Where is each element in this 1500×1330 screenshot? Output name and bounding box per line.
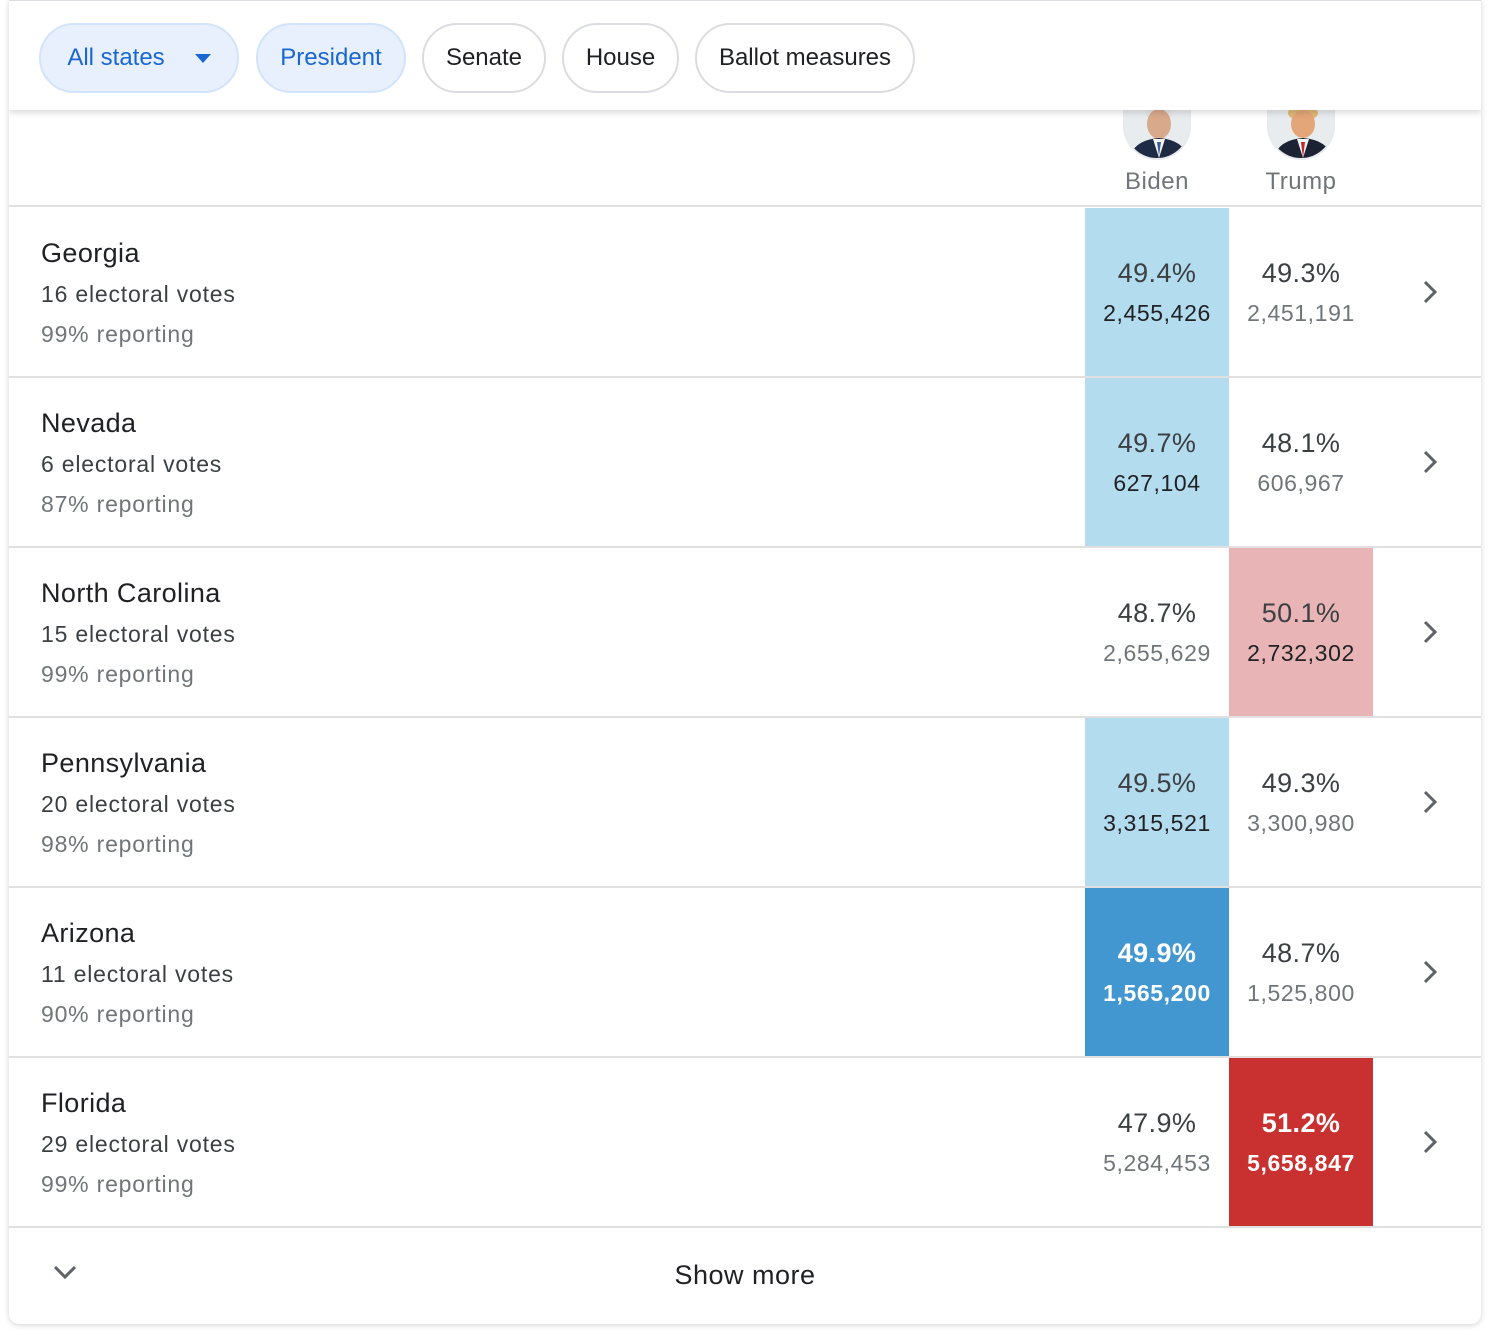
state-name: Pennsylvania [41,748,207,778]
state-name: Georgia [41,238,140,268]
biden-result-cell: 49.4% 2,455,426 [1085,208,1229,376]
state-row[interactable]: Florida 29 electoral votes 99% reporting 47… [9,1058,1481,1228]
reporting-status: 99% reporting [41,661,195,687]
trump-vote-percent: 48.1% [1261,428,1341,458]
biden-vote-percent: 49.9% [1117,938,1197,968]
trump-vote-percent: 50.1% [1261,598,1341,628]
electoral-votes: 6 electoral votes [41,451,223,477]
reporting-status: 87% reporting [41,491,195,517]
show-more-button[interactable]: Show more [9,1228,1481,1324]
biden-vote-count: 2,455,426 [1103,300,1211,326]
biden-vote-count: 3,315,521 [1103,810,1211,836]
trump-vote-count: 3,300,980 [1247,810,1355,836]
trump-vote-count: 2,732,302 [1247,640,1355,666]
biden-vote-count: 627,104 [1113,470,1201,496]
electoral-votes: 20 electoral votes [41,791,236,817]
show-more-label: Show more [674,1260,816,1290]
trump-result-cell: 49.3% 2,451,191 [1229,208,1373,376]
biden-result-cell: 49.5% 3,315,521 [1085,718,1229,886]
chevron-right-icon[interactable] [1417,619,1443,645]
biden-vote-percent: 49.4% [1117,258,1197,288]
trump-result-cell: 50.1% 2,732,302 [1229,548,1373,716]
candidate-header: Biden Trump [9,98,1481,207]
chevron-down-icon [53,1265,77,1280]
trump-vote-percent: 49.3% [1261,258,1341,288]
trump-vote-percent: 49.3% [1261,768,1341,798]
election-results-card: Biden Trump Georgia 16 electoral votes 99%… [9,0,1481,1324]
trump-vote-percent: 51.2% [1261,1108,1341,1138]
trump-vote-count: 606,967 [1257,470,1345,496]
biden-result-cell: 47.9% 5,284,453 [1085,1058,1229,1226]
biden-result-cell: 49.7% 627,104 [1085,378,1229,546]
state-row[interactable]: Nevada 6 electoral votes 87% reporting 49.7… [9,378,1481,548]
reporting-status: 99% reporting [41,1171,195,1197]
chevron-right-icon[interactable] [1417,959,1443,985]
filter-president-label: President [280,44,382,71]
filter-president-chip[interactable]: President [256,23,406,93]
biden-vote-count: 2,655,629 [1103,640,1211,666]
biden-vote-percent: 48.7% [1117,598,1197,628]
candidate-name-trump: Trump [1265,168,1337,195]
trump-vote-count: 5,658,847 [1247,1150,1355,1176]
state-row[interactable]: North Carolina 15 electoral votes 99% repo… [9,548,1481,718]
dropdown-arrow-icon [194,53,211,63]
filter-ballot-measures-label: Ballot measures [718,44,892,71]
biden-vote-count: 1,565,200 [1103,980,1211,1006]
electoral-votes: 29 electoral votes [41,1131,236,1157]
chevron-right-icon[interactable] [1417,449,1443,475]
state-name: Arizona [41,918,136,948]
biden-vote-count: 5,284,453 [1103,1150,1211,1176]
state-name: Florida [41,1088,127,1118]
electoral-votes: 16 electoral votes [41,281,236,307]
state-name: Nevada [41,408,137,438]
chevron-right-icon[interactable] [1417,1129,1443,1155]
filter-bar: All states President Senate House Ballot… [9,0,1481,110]
reporting-status: 99% reporting [41,321,195,347]
filter-all-states-label: All states [67,44,165,71]
electoral-votes: 15 electoral votes [41,621,236,647]
filter-senate-label: Senate [445,44,523,71]
filter-senate-chip[interactable]: Senate [422,23,546,93]
state-row[interactable]: Georgia 16 electoral votes 99% reporting 49… [9,208,1481,378]
state-name: North Carolina [41,578,221,608]
trump-result-cell: 49.3% 3,300,980 [1229,718,1373,886]
trump-result-cell: 51.2% 5,658,847 [1229,1058,1373,1226]
trump-vote-count: 2,451,191 [1247,300,1355,326]
biden-vote-percent: 49.5% [1117,768,1197,798]
candidate-name-biden: Biden [1125,168,1189,195]
chevron-right-icon[interactable] [1417,789,1443,815]
biden-vote-percent: 49.7% [1117,428,1197,458]
reporting-status: 98% reporting [41,831,195,857]
filter-ballot-measures-chip[interactable]: Ballot measures [695,23,915,93]
reporting-status: 90% reporting [41,1001,195,1027]
filter-house-label: House [585,44,656,71]
filter-all-states-dropdown[interactable]: All states [39,23,239,93]
trump-result-cell: 48.1% 606,967 [1229,378,1373,546]
filter-house-chip[interactable]: House [562,23,679,93]
biden-result-cell: 48.7% 2,655,629 [1085,548,1229,716]
chevron-right-icon[interactable] [1417,279,1443,305]
trump-result-cell: 48.7% 1,525,800 [1229,888,1373,1056]
trump-vote-percent: 48.7% [1261,938,1341,968]
trump-vote-count: 1,525,800 [1247,980,1355,1006]
state-row[interactable]: Pennsylvania 20 electoral votes 98% report… [9,718,1481,888]
biden-vote-percent: 47.9% [1117,1108,1197,1138]
biden-result-cell: 49.9% 1,565,200 [1085,888,1229,1056]
electoral-votes: 11 electoral votes [41,961,234,987]
state-row[interactable]: Arizona 11 electoral votes 90% reporting 49… [9,888,1481,1058]
